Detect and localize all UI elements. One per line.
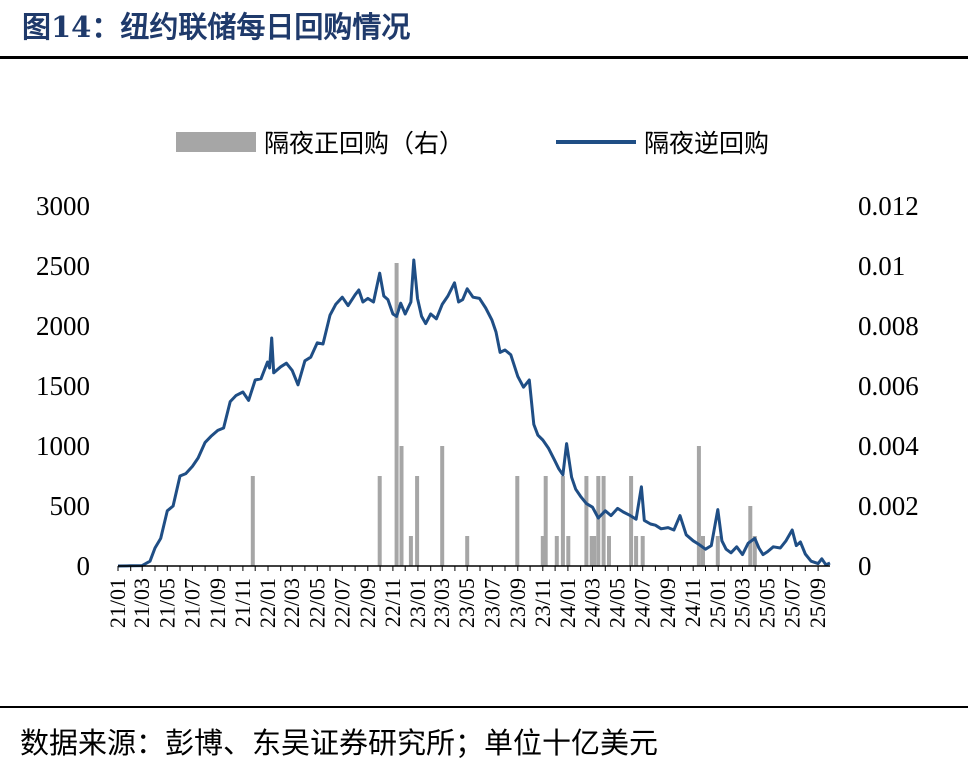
legend-swatch-bar	[176, 132, 256, 152]
x-tick-label: 25/03	[730, 578, 755, 628]
x-tick-label: 22/03	[279, 578, 304, 628]
y-right-tick-label: 0.01	[858, 251, 905, 281]
y-right-tick-label: 0.012	[858, 191, 919, 221]
bar-mark	[634, 536, 639, 566]
y-right-tick-label: 0.002	[858, 491, 919, 521]
bar-mark	[640, 536, 645, 566]
bar-mark	[554, 536, 559, 566]
bar-mark	[515, 476, 520, 566]
source-note: 数据来源：彭博、东吴证券研究所；单位十亿美元	[20, 726, 659, 760]
line-series	[117, 258, 831, 568]
x-tick-label: 24/01	[555, 578, 580, 628]
bar-mark	[250, 476, 255, 566]
bar-mark	[752, 536, 757, 566]
x-tick-label: 23/07	[479, 578, 504, 628]
x-tick-label: 23/05	[454, 578, 479, 628]
legend-label-line: 隔夜逆回购	[644, 129, 769, 158]
bar-mark	[748, 506, 753, 566]
bar-mark	[596, 476, 601, 566]
y-right-tick-label: 0.006	[858, 371, 919, 401]
x-tick-label: 24/07	[630, 578, 655, 628]
bar-mark	[589, 536, 594, 566]
bar-mark	[540, 536, 545, 566]
y-left-tick-label: 1500	[36, 371, 90, 401]
y-right-tick-label: 0.004	[858, 431, 919, 461]
title-divider	[0, 56, 968, 59]
y-right-tick-label: 0.008	[858, 311, 919, 341]
bar-mark	[696, 446, 701, 566]
x-tick-label: 21/01	[105, 578, 130, 628]
bar-mark	[440, 446, 445, 566]
y-right-tick-label: 0	[858, 551, 872, 581]
x-tick-label: 21/03	[129, 578, 154, 628]
bar-mark	[394, 263, 399, 566]
y-left-tick-label: 1000	[36, 431, 90, 461]
x-tick-label: 21/09	[205, 578, 230, 628]
x-tick-label: 22/09	[355, 578, 380, 628]
x-tick-label: 24/05	[605, 578, 630, 628]
bar-mark	[601, 476, 606, 566]
bar-series	[250, 263, 757, 566]
bar-mark	[377, 476, 382, 566]
x-tick-label: 21/05	[154, 578, 179, 628]
x-tick-label: 25/05	[755, 578, 780, 628]
bar-mark	[408, 536, 413, 566]
x-tick-label: 22/11	[380, 578, 405, 627]
repo-chart: 隔夜正回购（右） 隔夜逆回购 0500100015002000250030000…	[36, 129, 919, 628]
bar-mark	[543, 476, 548, 566]
legend-label-bar: 隔夜正回购（右）	[264, 129, 464, 158]
x-tick-label: 21/11	[230, 578, 255, 627]
y-left-tick-label: 3000	[36, 191, 90, 221]
bar-mark	[607, 536, 611, 566]
x-tick-label: 24/11	[680, 578, 705, 627]
bar-mark	[560, 476, 565, 566]
bar-mark	[715, 536, 720, 566]
bar-mark	[465, 536, 470, 566]
bar-mark	[584, 476, 589, 566]
x-tick-label: 25/01	[705, 578, 730, 628]
legend: 隔夜正回购（右） 隔夜逆回购	[176, 129, 769, 158]
bar-mark	[592, 536, 597, 566]
figure-title: 图14：纽约联储每日回购情况	[22, 10, 411, 44]
bar-mark	[415, 476, 420, 566]
x-tick-label: 21/07	[179, 578, 204, 628]
x-tick-label: 22/07	[329, 578, 354, 628]
y-left-tick-label: 0	[77, 551, 91, 581]
x-tick-label: 23/03	[429, 578, 454, 628]
x-tick-label: 23/01	[405, 578, 430, 628]
x-tick-label: 25/09	[805, 578, 830, 628]
bar-mark	[701, 536, 705, 566]
bar-mark	[399, 446, 404, 566]
x-tick-label: 23/11	[530, 578, 555, 627]
x-tick-label: 24/09	[655, 578, 680, 628]
axes: 0 500 1000 1500 2000 2500 3000 0 0.002 0.004 0.006…	[36, 191, 919, 628]
x-tick-label: 22/01	[255, 578, 280, 628]
y-left-tick-label: 500	[50, 491, 91, 521]
x-tick-label: 24/03	[580, 578, 605, 628]
x-tick-label: 23/09	[505, 578, 530, 628]
source-divider	[0, 706, 968, 708]
x-tick-label: 22/05	[304, 578, 329, 628]
y-left-tick-label: 2500	[36, 251, 90, 281]
bar-mark	[629, 476, 634, 566]
x-tick-label: 25/07	[780, 578, 805, 628]
y-left-tick-label: 2000	[36, 311, 90, 341]
bar-mark	[566, 536, 571, 566]
